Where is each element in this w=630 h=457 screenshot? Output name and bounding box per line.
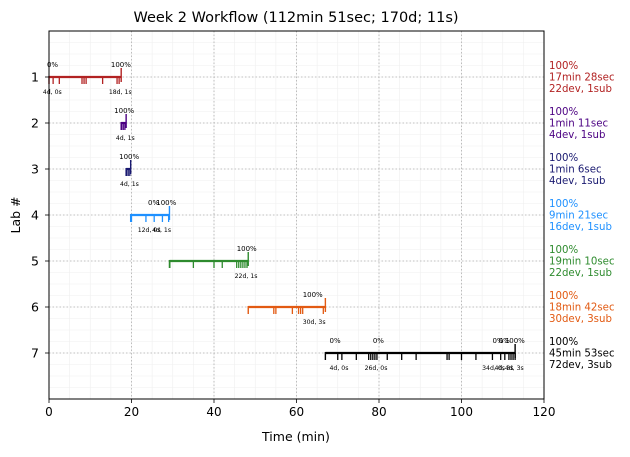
lab-5-progress-label: 100%	[237, 245, 257, 253]
x-tick-label: 20	[124, 405, 139, 419]
x-tick-label: 0	[45, 405, 53, 419]
lab-6-summary-line: 100%	[549, 291, 578, 302]
y-tick-label: 1	[31, 70, 39, 85]
lab-1-progress-label: 0%	[47, 61, 58, 69]
lab-4-summary-line: 100%	[549, 199, 578, 210]
lab-3-summary-line: 1min 6sec	[549, 165, 602, 176]
axis-layer: 0 20 40 60 80 100 120 1 2 3 4 5 6 7	[31, 30, 556, 419]
y-tick-label: 2	[31, 116, 39, 131]
lab-1-count-label: 18d, 1s	[109, 89, 132, 96]
lab-7-progress-label: 0%	[499, 337, 510, 345]
x-tick-label: 80	[371, 405, 386, 419]
lab-6-count-label: 30d, 3s	[303, 319, 326, 326]
lab-4-summary-line: 9min 21sec	[549, 211, 608, 222]
lab-1-summary-line: 22dev, 1sub	[549, 84, 612, 95]
lab-5-summary-line: 22dev, 1sub	[549, 268, 612, 279]
y-tick-label: 4	[31, 208, 39, 223]
chart-title: Week 2 Workflow (112min 51sec; 170d; 11s…	[133, 10, 458, 26]
lab-7-count-label: 4d, 3s	[495, 365, 514, 372]
lab-5-summary-line: 19min 10sec	[549, 257, 615, 268]
y-axis-label: Lab #	[8, 196, 23, 233]
lab-2-summary-line: 100%	[549, 107, 578, 118]
lab-1-progress-label: 100%	[111, 61, 131, 69]
lab-3-summary-line: 4dev, 1sub	[549, 176, 605, 187]
y-tick-label: 5	[31, 254, 39, 269]
y-tick-label: 6	[31, 300, 39, 315]
lab-7-count-label: 4d, 0s	[330, 365, 349, 372]
y-tick-label: 3	[31, 162, 39, 177]
lab-6-summary-line: 30dev, 3sub	[549, 314, 612, 325]
lab-1-summary-line: 100%	[549, 61, 578, 72]
lab-3-summary-line: 100%	[549, 153, 578, 164]
lab-4-progress-label: 100%	[156, 199, 176, 207]
lab-7-summary-line: 45min 53sec	[549, 349, 615, 360]
lab-4-progress-label: 0%	[148, 199, 159, 207]
lab-7-count-label: 4d, 3s	[505, 365, 524, 372]
lab-7-progress-label: 0%	[492, 337, 503, 345]
lab-2-summary-line: 1min 11sec	[549, 119, 608, 130]
x-tick-label: 100	[450, 405, 473, 419]
x-tick-label: 40	[206, 405, 221, 419]
lab-4-count-label: 4d, 1s	[152, 227, 171, 234]
lab-7-summary-line: 72dev, 3sub	[549, 360, 612, 371]
lab-2-summary-line: 4dev, 1sub	[549, 130, 605, 141]
lab-6-summary-line: 18min 42sec	[549, 303, 615, 314]
lab-4-count-label: 12d, 0s	[138, 227, 161, 234]
y-tick-label: 7	[31, 346, 39, 361]
lab-5-summary-line: 100%	[549, 245, 578, 256]
x-tick-label: 60	[289, 405, 304, 419]
lab-1-summary-line: 17min 28sec	[549, 73, 615, 84]
lab-5-count-label: 22d, 1s	[235, 273, 258, 280]
lab-3-count-label: 4d, 1s	[120, 181, 139, 188]
lab-7-count-label: 26d, 0s	[365, 365, 388, 372]
lab-7-progress-label: 0%	[330, 337, 341, 345]
lab-6-progress-label: 100%	[303, 291, 323, 299]
x-tick-label: 120	[533, 405, 556, 419]
lab-1-count-label: 4d, 0s	[43, 89, 62, 96]
lab-3-progress-label: 100%	[119, 153, 139, 161]
lab-2-progress-label: 100%	[114, 107, 134, 115]
lab-7-summary-line: 100%	[549, 337, 578, 348]
x-axis-label: Time (min)	[261, 429, 330, 444]
lab-4-summary-line: 16dev, 1sub	[549, 222, 612, 233]
lab-7-count-label: 34d, 0s	[482, 365, 505, 372]
lab-2-count-label: 4d, 1s	[116, 135, 135, 142]
lab-7-progress-label: 100%	[505, 337, 525, 345]
lab-7-progress-label: 0%	[373, 337, 384, 345]
